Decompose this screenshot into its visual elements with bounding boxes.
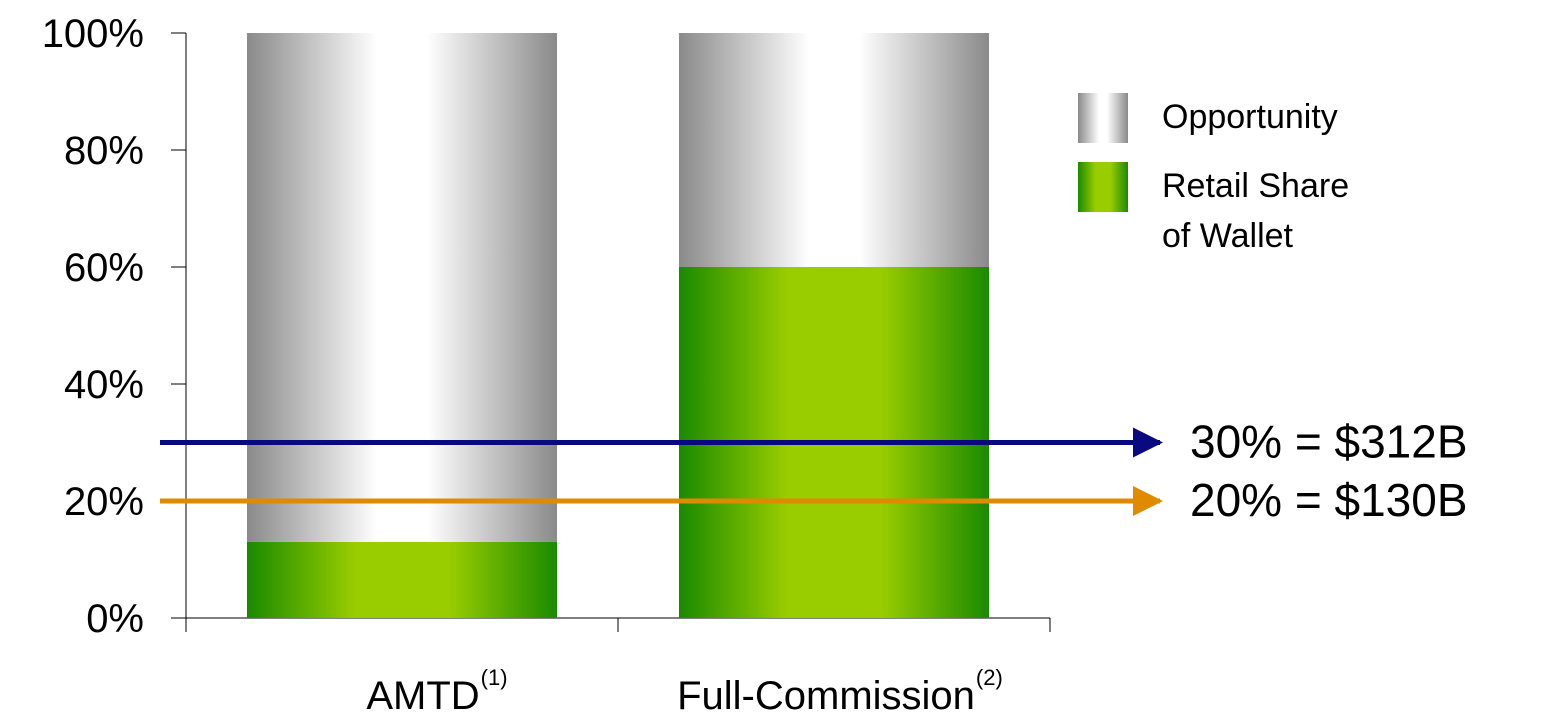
y-tick-label: 100% xyxy=(42,12,144,56)
x-tick-labels: AMTD (1) Full-Commission (2) xyxy=(366,665,1002,715)
bar-opportunity-amtd xyxy=(247,33,557,542)
legend-label: of Wallet xyxy=(1162,217,1294,255)
x-tick-label: AMTD xyxy=(366,674,479,715)
reference-label-30: 30% = $312B xyxy=(1190,416,1468,468)
legend-swatch-opportunity xyxy=(1078,93,1128,143)
bar-opportunity-full-commission xyxy=(679,33,989,267)
bars xyxy=(247,33,989,618)
y-tick-label: 80% xyxy=(64,129,144,173)
reference-lines: 30% = $312B 20% = $130B xyxy=(160,416,1468,526)
legend-label: Opportunity xyxy=(1162,98,1338,136)
legend-swatch-retail-share-of-wallet xyxy=(1078,162,1128,212)
legend: Opportunity Retail Share of Wallet xyxy=(1078,93,1349,255)
bar-retail-share-of-wallet-amtd xyxy=(247,541,557,618)
x-tick-label: Full-Commission xyxy=(677,674,975,715)
y-tick-label: 20% xyxy=(64,480,144,524)
x-tick-footnote: (2) xyxy=(976,665,1003,690)
y-tick-labels: 0% 20% 40% 60% 80% 100% xyxy=(42,12,144,641)
legend-label: Retail Share xyxy=(1162,167,1349,205)
y-tick-label: 40% xyxy=(64,363,144,407)
y-tick-label: 0% xyxy=(86,597,144,641)
reference-label-20: 20% = $130B xyxy=(1190,474,1468,526)
y-tick-label: 60% xyxy=(64,246,144,290)
x-tick-footnote: (1) xyxy=(481,665,508,690)
